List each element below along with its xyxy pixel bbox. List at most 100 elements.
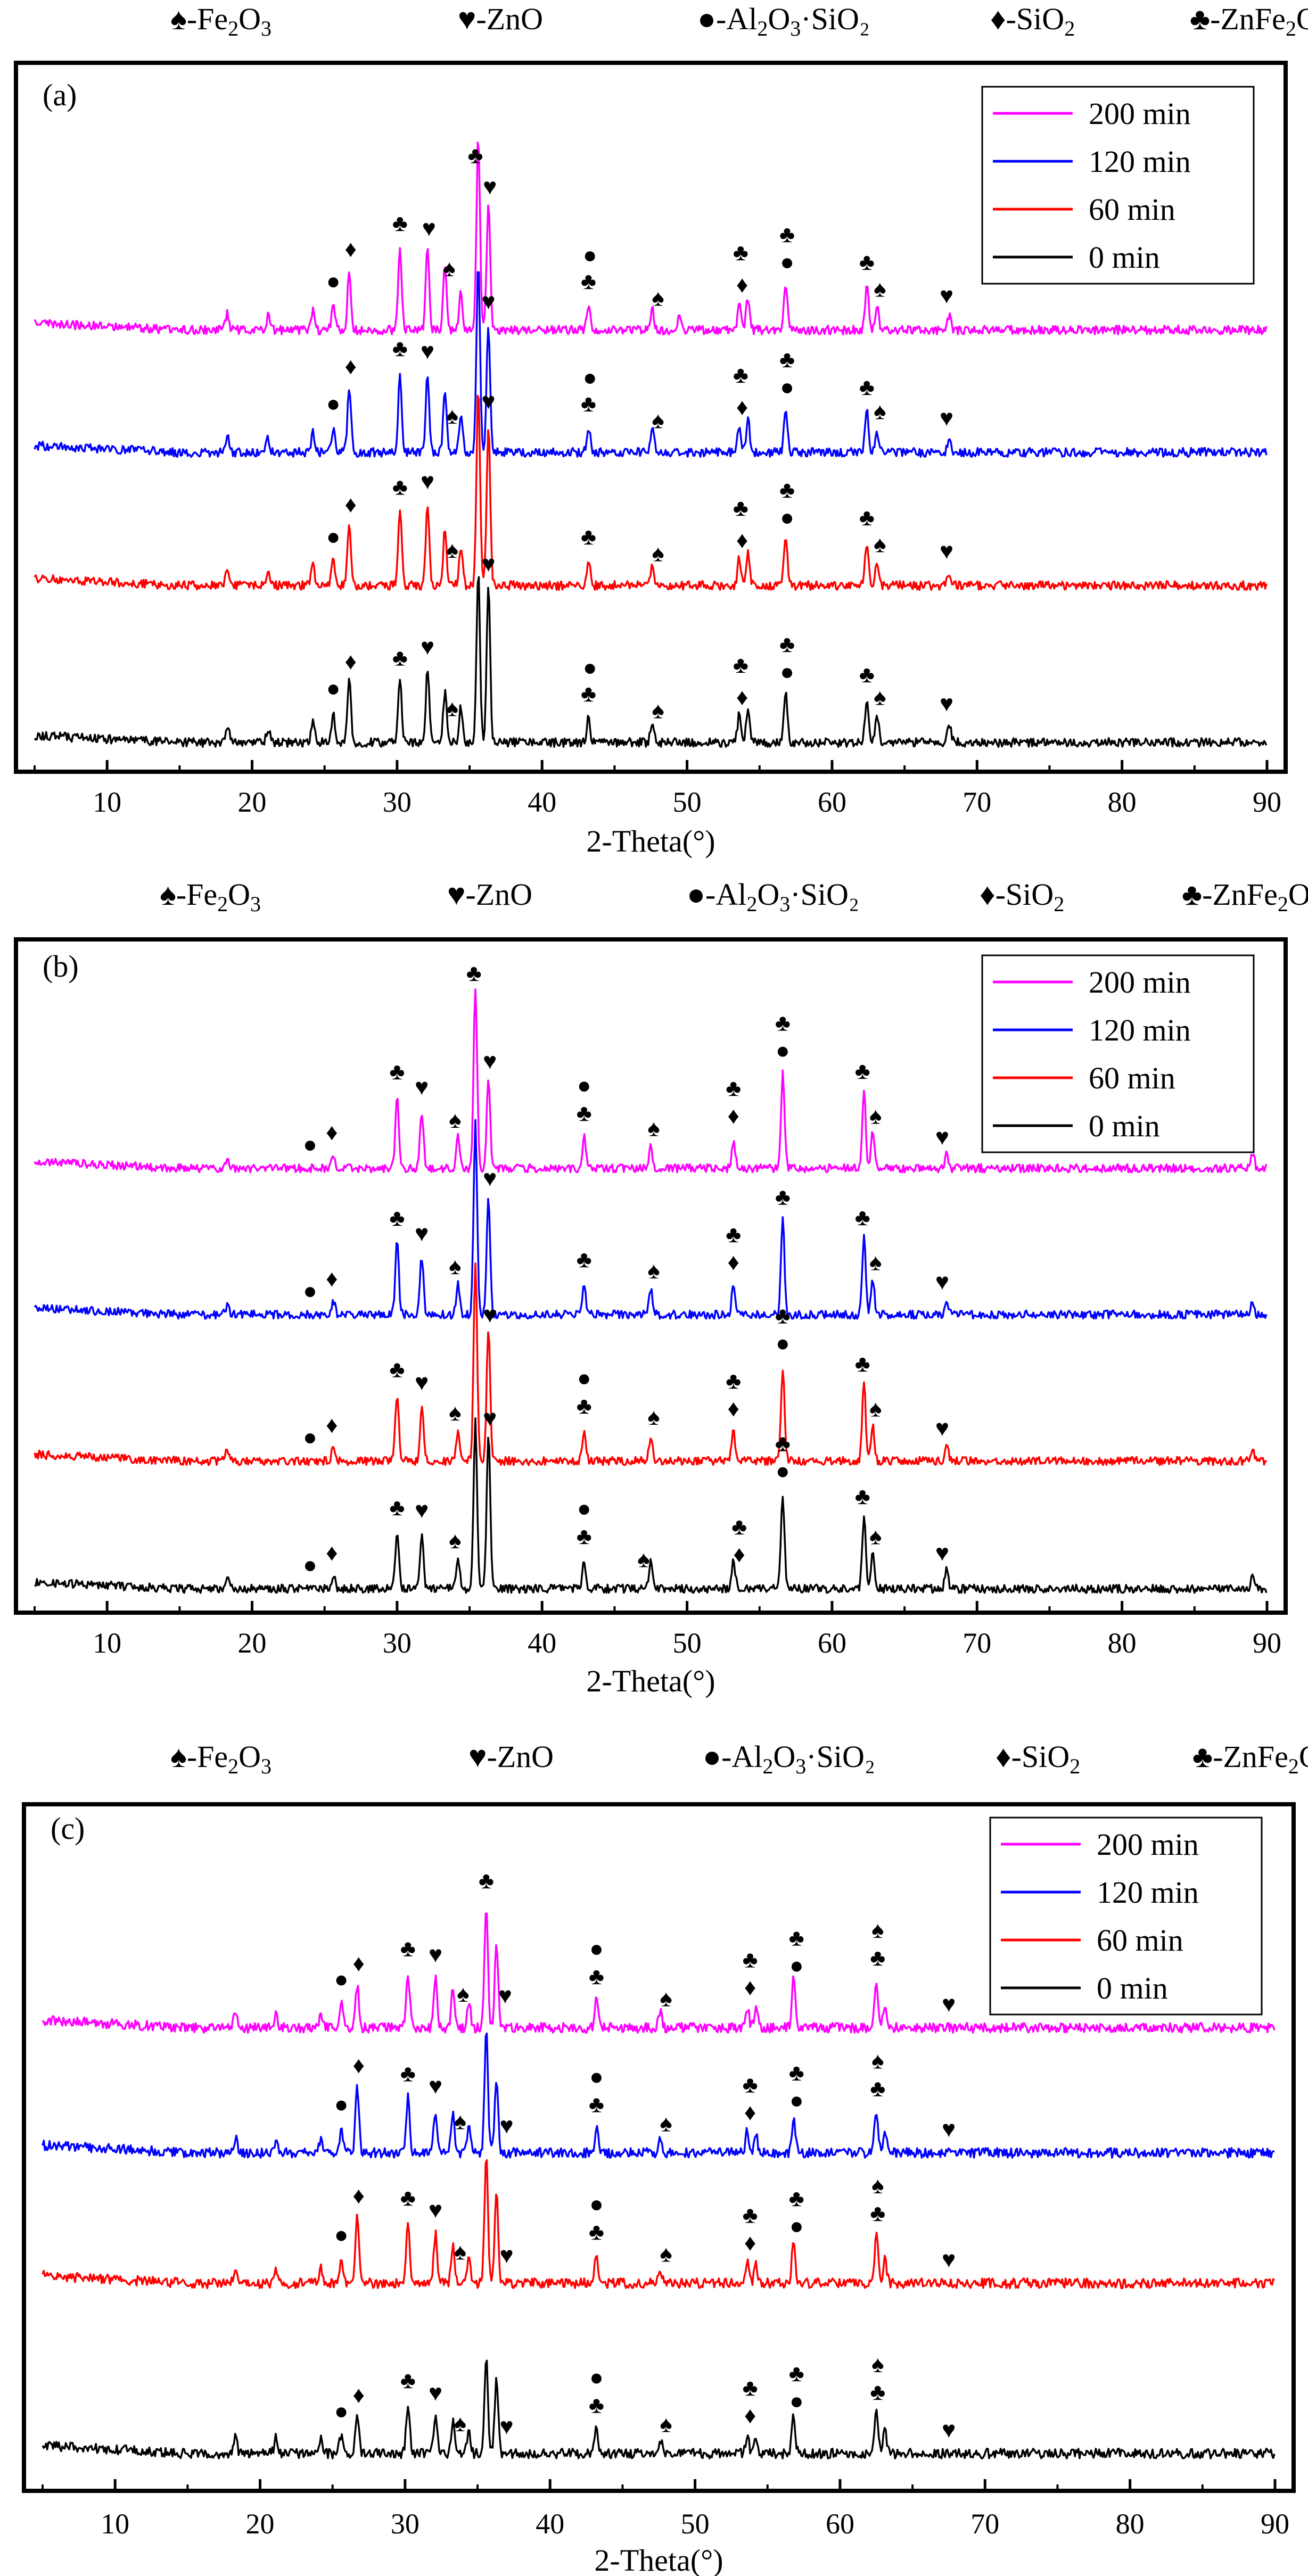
series-line-120-min (42, 2032, 1275, 2159)
peak-marker-club: ♣ (789, 2060, 804, 2086)
peak-marker-heart: ♥ (429, 1942, 442, 1968)
peak-marker-heart: ♥ (940, 691, 953, 717)
x-tick-label: 90 (1261, 2508, 1289, 2540)
peak-marker-heart: ♥ (415, 1497, 429, 1523)
peak-marker-spade: ♠ (874, 532, 886, 558)
peak-marker-club: ♣ (859, 505, 875, 531)
peak-marker-spade: ♠ (871, 2351, 884, 2377)
peak-marker-diamond: ♦ (728, 1249, 739, 1275)
panel-b: ♠-Fe2O3♥-ZnO●-Al2O3·SiO₂♦-SiO2♣-ZnFe2O4(… (14, 877, 1308, 1698)
x-tick-label: 30 (383, 1627, 412, 1659)
peak-marker-heart: ♥ (483, 1165, 497, 1191)
peak-marker-club: ♣ (743, 2202, 758, 2228)
legend-label-200-min: 200 min (1097, 1827, 1199, 1862)
series-line-120-min (34, 1119, 1268, 1320)
peak-marker-diamond: ♦ (353, 1951, 365, 1977)
legend-label-0-min: 0 min (1089, 240, 1160, 275)
peak-marker-club: ♣ (589, 2219, 604, 2245)
peak-marker-diamond: ♦ (326, 1266, 338, 1292)
peak-marker-club: ♣ (743, 2375, 758, 2401)
phase-legend-dot: ●-Al2O3·SiO₂ (687, 877, 859, 916)
peak-marker-club: ♣ (733, 240, 748, 266)
peak-marker-club: ♣ (389, 1357, 405, 1383)
peak-marker-heart: ♥ (429, 2197, 442, 2223)
peak-marker-club: ♣ (779, 221, 795, 247)
peak-marker-heart: ♥ (499, 2242, 513, 2268)
x-tick-label: 90 (1253, 786, 1281, 818)
peak-marker-club: ♣ (775, 1184, 791, 1210)
phase-legend-heart: ♥-ZnO (447, 877, 532, 912)
peak-marker-club: ♣ (775, 1431, 791, 1457)
legend-box (981, 86, 1255, 285)
peak-marker-club: ♣ (789, 2185, 804, 2211)
peak-marker-spade: ♠ (454, 2108, 466, 2134)
peak-marker-heart: ♥ (935, 1269, 949, 1295)
phase-name: -Fe (187, 2, 228, 36)
peak-marker-club: ♣ (779, 477, 795, 503)
peak-marker-diamond: ♦ (353, 2382, 365, 2408)
x-tick-label: 50 (673, 786, 702, 818)
phase-name: -ZnFe (1210, 2, 1286, 36)
peak-marker-dot: ● (589, 2064, 604, 2090)
phase-glyph: ♣ (1192, 1739, 1213, 1774)
x-tick-label: 60 (818, 1627, 846, 1659)
peak-marker-dot: ● (303, 1424, 317, 1450)
peak-marker-spade: ♠ (449, 1253, 461, 1279)
series-line-60-min (34, 1262, 1268, 1466)
peak-marker-spade: ♠ (652, 285, 664, 311)
phase-name: -Al (721, 1739, 762, 1774)
peak-marker-club: ♣ (779, 346, 795, 373)
peak-marker-diamond: ♦ (736, 684, 748, 711)
peak-marker-club: ♣ (589, 2392, 604, 2418)
peak-marker-club: ♣ (855, 1483, 870, 1509)
x-tick-label: 40 (536, 2508, 564, 2540)
peak-marker-dot: ● (780, 505, 794, 531)
peak-marker-club: ♣ (389, 1495, 405, 1521)
peak-marker-diamond: ♦ (326, 1119, 338, 1145)
peak-marker-diamond: ♦ (728, 1103, 739, 1129)
peak-marker-heart: ♥ (481, 551, 495, 577)
peak-marker-heart: ♥ (935, 1124, 949, 1150)
peak-marker-spade: ♠ (660, 2411, 672, 2437)
series-line-200-min (34, 141, 1268, 336)
phase-glyph: ♦ (990, 2, 1006, 36)
peak-marker-heart: ♥ (935, 1415, 949, 1441)
peak-marker-heart: ♥ (483, 1405, 497, 1431)
peak-marker-dot: ● (303, 1132, 317, 1158)
phase-legend-club: ♣-ZnFe2O4 (1192, 1739, 1308, 1778)
peak-marker-diamond: ♦ (345, 649, 357, 675)
x-tick-label: 10 (93, 1627, 121, 1659)
plot-frame (14, 61, 1288, 774)
peak-marker-club: ♣ (855, 1204, 870, 1231)
peak-marker-club: ♣ (855, 1351, 870, 1377)
legend-label-0-min: 0 min (1089, 1109, 1160, 1143)
phase-name: -SiO (996, 877, 1054, 912)
peak-marker-dot: ● (789, 2388, 804, 2414)
phase-legend-spade: ♠-Fe2O3 (170, 2, 272, 40)
peak-marker-heart: ♥ (481, 288, 495, 315)
x-tick-label: 30 (383, 786, 412, 818)
peak-marker-heart: ♥ (942, 1991, 956, 2017)
peak-marker-diamond: ♦ (736, 394, 748, 420)
peak-marker-dot: ● (303, 1552, 317, 1578)
peak-marker-club: ♣ (775, 1303, 791, 1329)
peak-marker-dot: ● (776, 1038, 790, 1064)
peak-marker-heart: ♥ (483, 174, 497, 200)
phase-name: -Fe (187, 1739, 228, 1774)
x-axis-label: 2-Theta(°) (586, 824, 715, 858)
peak-marker-spade: ♠ (660, 1985, 672, 2011)
peak-marker-diamond: ♦ (353, 2052, 365, 2078)
peak-marker-spade: ♠ (874, 399, 886, 425)
phase-glyph: ♥ (458, 2, 476, 36)
peak-marker-heart: ♥ (935, 1540, 949, 1566)
peak-marker-heart: ♥ (498, 1983, 512, 2009)
peak-marker-spade: ♠ (647, 1115, 660, 1141)
peak-marker-club: ♣ (400, 2061, 416, 2087)
peak-marker-club: ♣ (859, 374, 875, 400)
peak-marker-spade: ♠ (869, 1524, 882, 1550)
peak-marker-club: ♣ (577, 1246, 592, 1273)
peak-marker-heart: ♥ (415, 1220, 429, 1246)
phase-glyph: ● (697, 2, 716, 36)
peak-marker-club: ♣ (577, 1393, 592, 1419)
peak-marker-dot: ● (780, 249, 794, 275)
